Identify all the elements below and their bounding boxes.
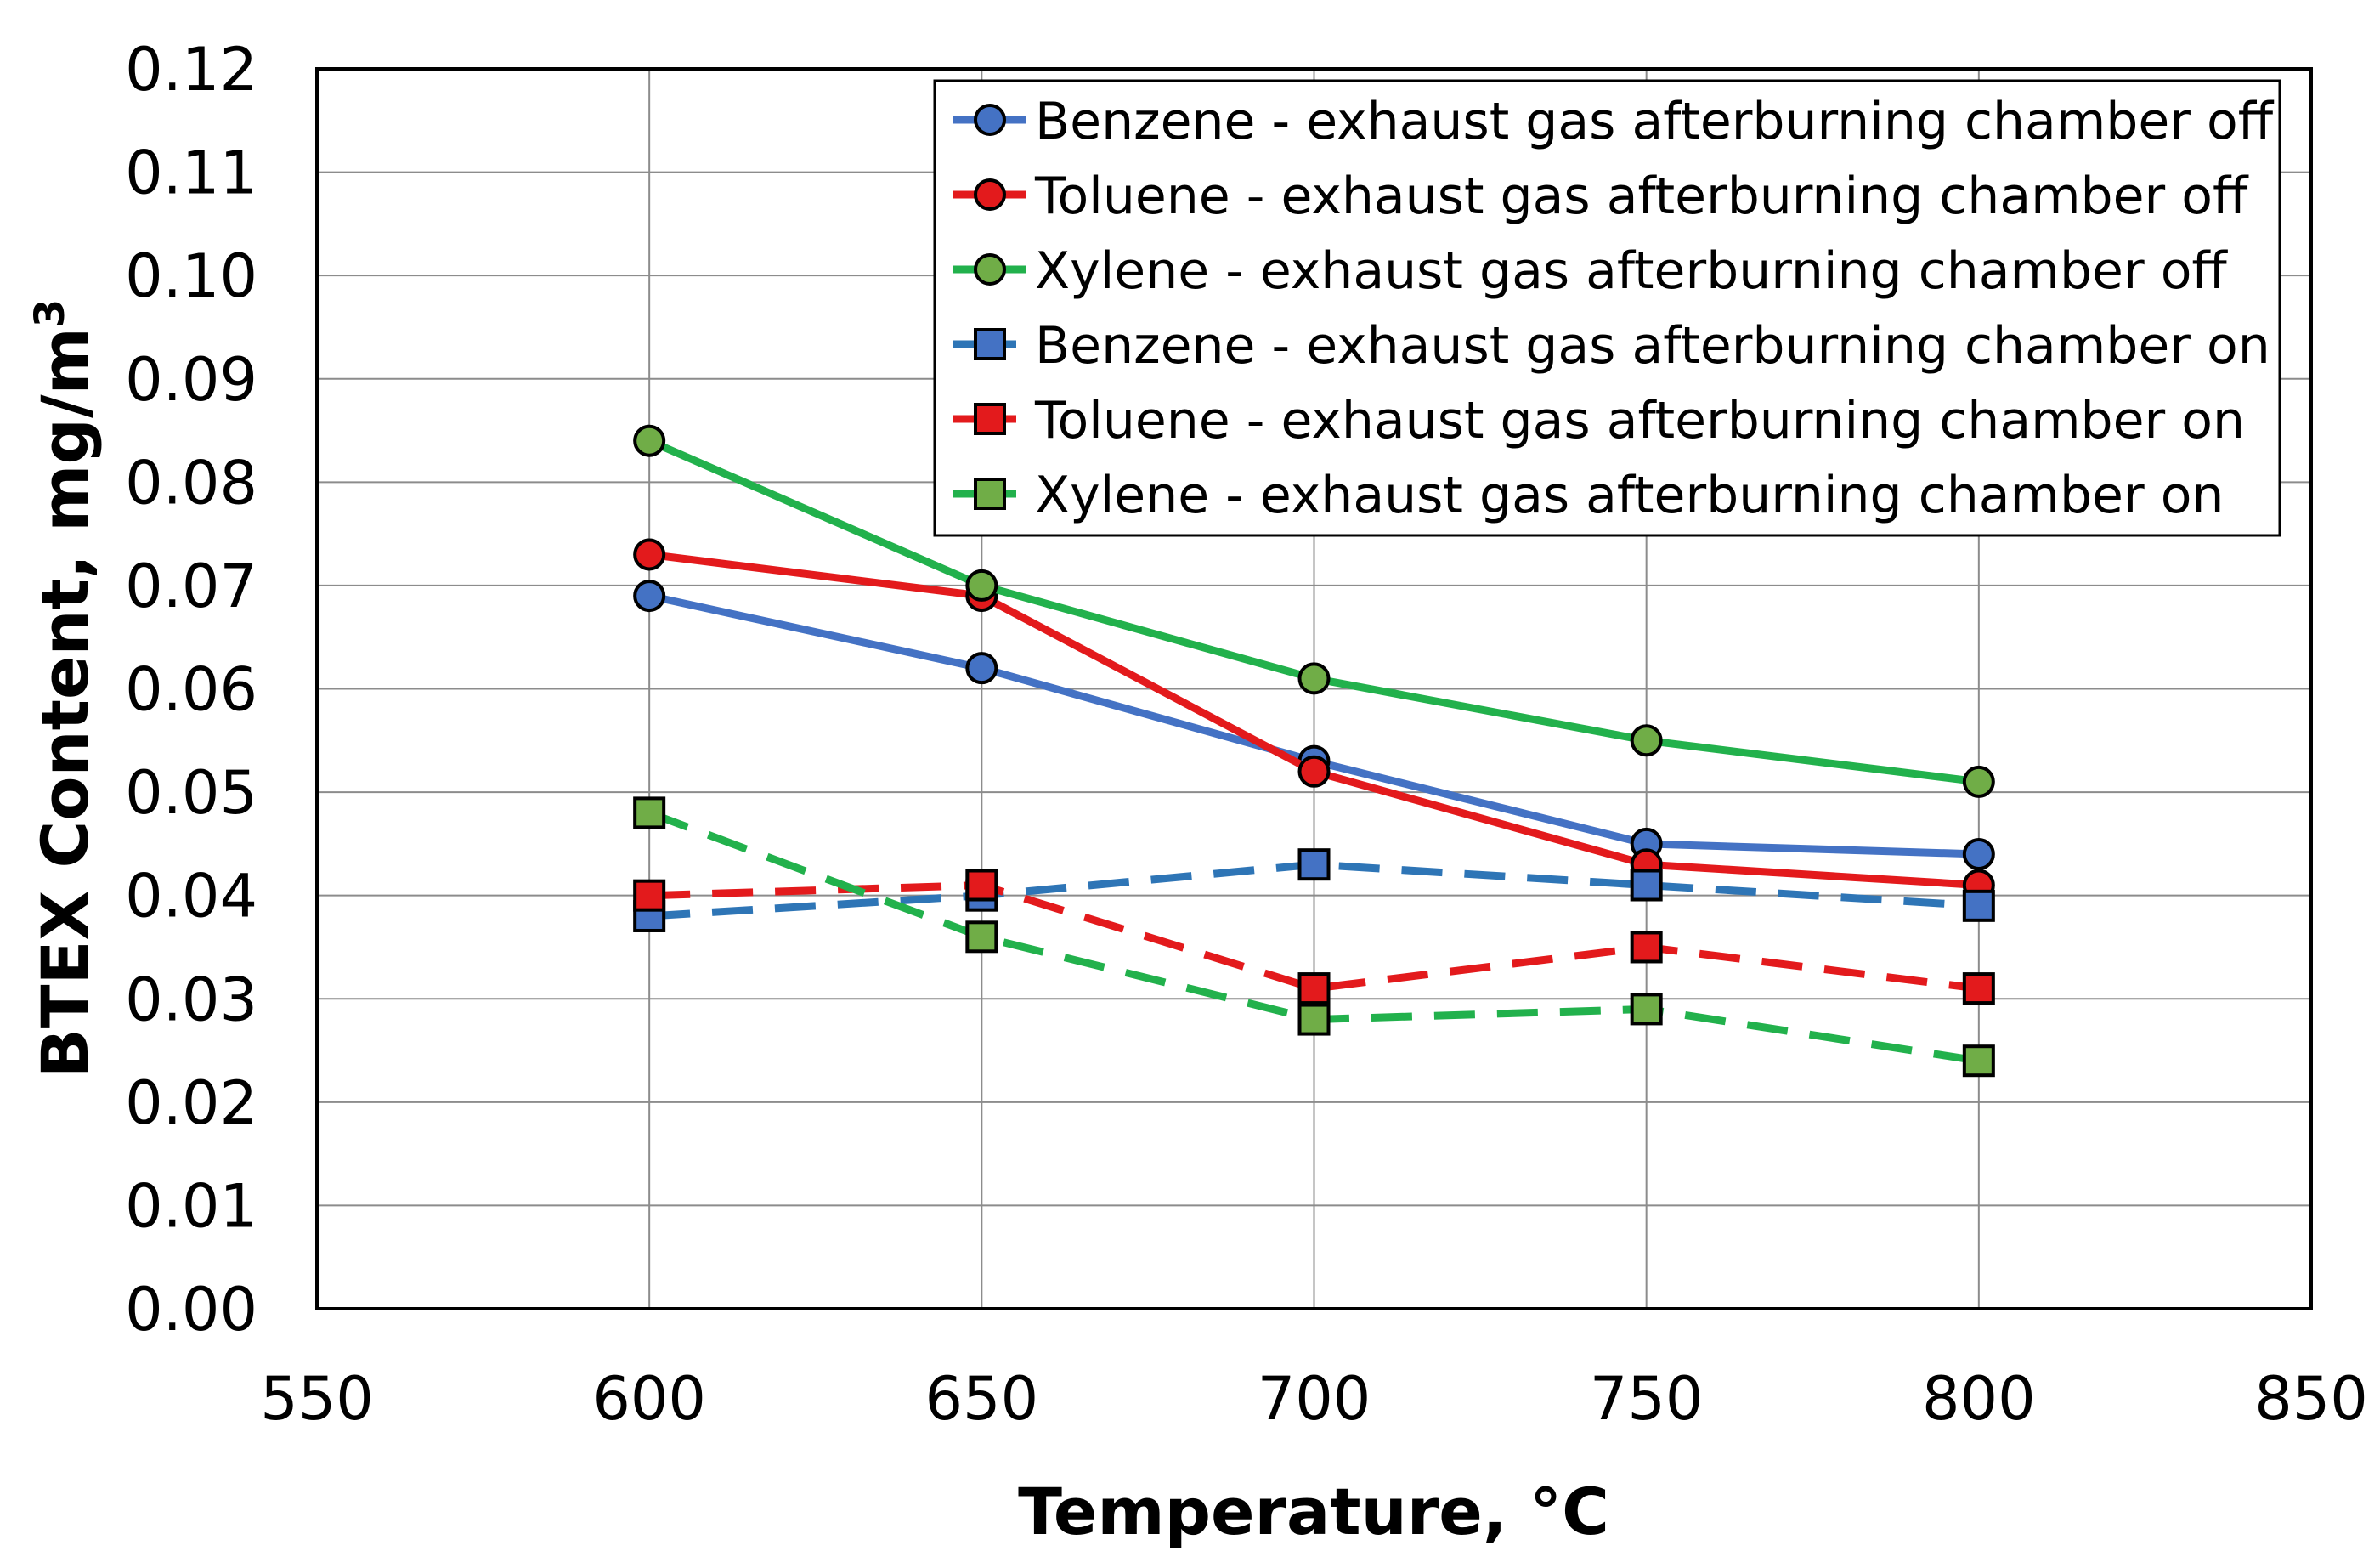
legend-swatch-marker — [974, 253, 1006, 286]
x-axis-title: Temperature, °C — [1018, 1474, 1609, 1549]
data-point — [965, 869, 998, 902]
data-point — [1630, 993, 1663, 1026]
x-tick-label: 650 — [925, 1364, 1039, 1434]
x-tick-label: 550 — [260, 1364, 374, 1434]
y-tick-label: 0.02 — [125, 1068, 257, 1138]
legend-swatch-marker — [974, 403, 1006, 435]
legend-label: Benzene - exhaust gas afterburning chamb… — [1035, 92, 2275, 151]
data-point — [1630, 931, 1663, 964]
legend-label: Xylene - exhaust gas afterburning chambe… — [1035, 466, 2224, 525]
y-tick-label: 0.01 — [125, 1171, 257, 1241]
legend-item: Benzene - exhaust gas afterburning chamb… — [953, 316, 2270, 376]
x-tick-label: 800 — [1922, 1364, 2036, 1434]
series-xylene-exhaust-gas-afterburning-chamber-off — [633, 424, 1995, 798]
data-point — [965, 569, 998, 602]
data-point — [633, 879, 666, 912]
legend-swatch-marker — [974, 328, 1006, 360]
legend-item: Xylene - exhaust gas afterburning chambe… — [953, 241, 2228, 301]
legend-swatch-marker — [974, 178, 1006, 211]
y-tick-label: 0.04 — [125, 862, 257, 931]
data-point — [965, 920, 998, 954]
x-tick-label: 850 — [2254, 1364, 2368, 1434]
plot-area-frame — [315, 67, 2313, 1310]
series-line — [649, 881, 1980, 993]
data-point — [1297, 972, 1331, 1005]
y-tick-label: 0.09 — [125, 345, 257, 415]
y-tick-label: 0.12 — [125, 35, 257, 105]
data-point — [633, 580, 666, 613]
data-point — [1962, 838, 1995, 871]
data-point — [633, 424, 666, 457]
legend-box — [933, 79, 2281, 537]
series-xylene-exhaust-gas-afterburning-chamber-on — [633, 796, 1995, 1078]
data-point — [633, 796, 666, 829]
data-point — [1962, 972, 1995, 1005]
x-tick-label: 700 — [1258, 1364, 1371, 1434]
legend-label: Xylene - exhaust gas afterburning chambe… — [1035, 241, 2228, 301]
data-point — [965, 652, 998, 685]
data-point — [1962, 889, 1995, 922]
y-tick-label: 0.06 — [125, 655, 257, 725]
y-tick-label: 0.03 — [125, 965, 257, 1034]
data-point — [1297, 848, 1331, 881]
y-tick-label: 0.11 — [125, 139, 257, 208]
legend-item: Xylene - exhaust gas afterburning chambe… — [953, 466, 2224, 525]
y-axis-title: BTEX Content, mg/m3 — [26, 299, 103, 1078]
y-tick-label: 0.07 — [125, 552, 257, 621]
data-point — [1297, 755, 1331, 788]
legend-swatch-marker — [974, 478, 1006, 510]
data-point — [1962, 765, 1995, 798]
series-toluene-exhaust-gas-afterburning-chamber-on — [633, 869, 1995, 1005]
data-point — [1297, 1003, 1331, 1036]
data-point — [633, 538, 666, 571]
data-point — [1630, 724, 1663, 757]
tick-label-layer: 0.00 0.01 0.02 0.03 0.04 0.05 0.06 0.07 0.08 0.09… — [125, 35, 2368, 1434]
series-layer — [633, 424, 1995, 1078]
data-point — [1630, 869, 1663, 902]
legend-label: Toluene - exhaust gas afterburning chamb… — [1034, 167, 2249, 226]
legend-swatch-marker — [974, 104, 1006, 136]
legend-item: Benzene - exhaust gas afterburning chamb… — [953, 92, 2275, 151]
y-tick-label: 0.00 — [125, 1275, 257, 1344]
y-axis-title-main: BTEX Content, mg/m — [27, 327, 103, 1078]
data-point — [1962, 1044, 1995, 1078]
y-tick-label: 0.08 — [125, 448, 257, 518]
x-tick-label: 600 — [592, 1364, 706, 1434]
y-tick-label: 0.10 — [125, 241, 257, 311]
legend-item: Toluene - exhaust gas afterburning chamb… — [953, 391, 2245, 450]
legend: Benzene - exhaust gas afterburning chamb… — [933, 79, 2281, 537]
y-tick-label: 0.05 — [125, 758, 257, 828]
legend-label: Benzene - exhaust gas afterburning chamb… — [1035, 316, 2270, 376]
y-axis-title-superscript: 3 — [26, 299, 74, 327]
series-benzene-exhaust-gas-afterburning-chamber-on — [633, 848, 1995, 932]
data-point — [1297, 662, 1331, 695]
legend-item: Toluene - exhaust gas afterburning chamb… — [953, 167, 2249, 226]
x-tick-label: 750 — [1590, 1364, 1704, 1434]
legend-label: Toluene - exhaust gas afterburning chamb… — [1034, 391, 2245, 450]
